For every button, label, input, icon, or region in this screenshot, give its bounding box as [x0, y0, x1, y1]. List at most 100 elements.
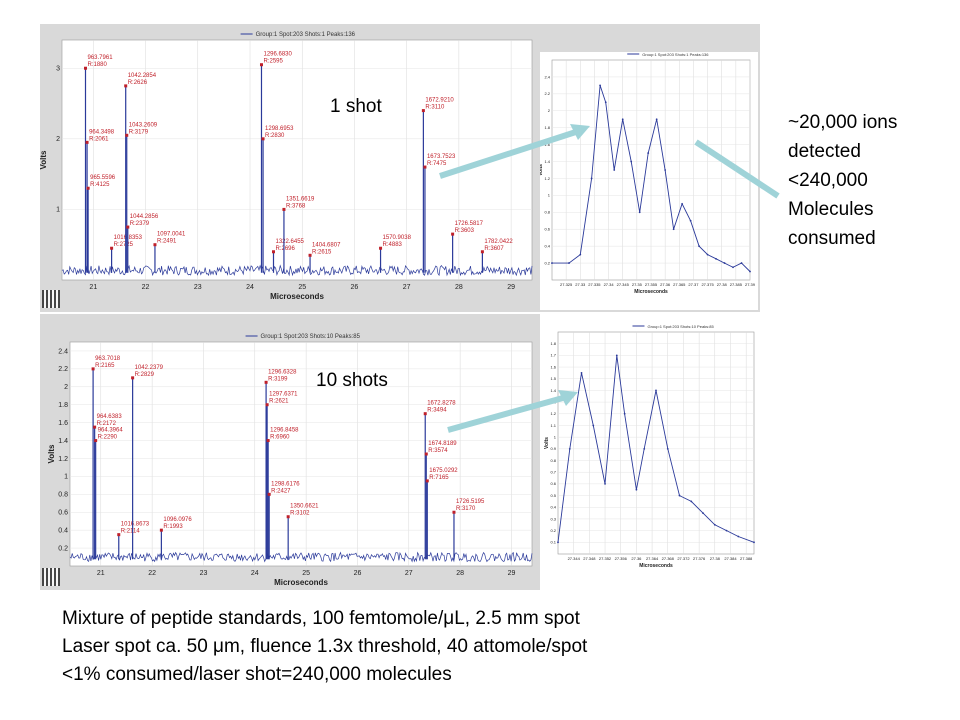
peak-mz-label: 1296.8458: [270, 428, 299, 434]
peak-marker: [126, 225, 130, 229]
y-tick-label: 1: [548, 193, 551, 198]
peak-marker: [272, 250, 275, 254]
y-tick-label: 2: [548, 108, 551, 113]
peak-marker: [159, 528, 163, 532]
peak-resolution-label: R:3574: [428, 448, 448, 454]
peak-resolution-label: R:3170: [456, 506, 476, 512]
peak-resolution-label: R:2427: [271, 488, 291, 494]
peak-marker: [424, 452, 428, 456]
peak-resolution-label: R:2172: [97, 421, 117, 427]
y-tick-label: 1.8: [550, 341, 556, 346]
peak-marker: [84, 66, 87, 70]
peak-mz-label: 1322.6455: [276, 239, 305, 245]
zoom-panel-10shots: Group:1 Spot:203 Shots:10 Peaks:85 27.344…: [540, 312, 760, 590]
y-tick-label: 0.8: [544, 210, 550, 215]
x-tick-label: 27.38: [717, 282, 728, 287]
peak-marker: [85, 140, 89, 144]
peak-resolution-label: R:1993: [163, 524, 183, 530]
plot-area: [557, 331, 755, 555]
series-point: [613, 169, 616, 171]
x-tick-label: 27.364: [646, 556, 659, 561]
peak-marker: [480, 250, 484, 254]
x-tick-label: 23: [200, 570, 208, 577]
peak-mz-label: 1726.5195: [456, 499, 485, 505]
y-tick-label: 0.1: [550, 540, 556, 545]
y-tick-label: 2.2: [58, 366, 68, 373]
series-point: [723, 262, 726, 264]
ions-line-3: <240,000: [788, 170, 868, 191]
ions-line-2: detected: [788, 141, 861, 162]
x-tick-label: 27.376: [693, 556, 706, 561]
series-point: [615, 354, 618, 357]
x-tick-label: 27: [405, 570, 413, 577]
y-tick-label: 1.8: [58, 402, 68, 409]
ions-line-5: consumed: [788, 228, 876, 249]
series-point: [638, 211, 641, 214]
series-point: [643, 447, 646, 450]
peak-mz-label: 1298.6176: [271, 481, 300, 487]
peak-resolution-label: R:3768: [286, 203, 306, 209]
peak-resolution-label: R:1880: [88, 62, 108, 68]
x-tick-label: 24: [246, 284, 254, 291]
peak-marker: [267, 492, 271, 496]
y-tick-label: 1.8: [544, 125, 550, 130]
y-tick-label: 0.7: [550, 470, 556, 475]
peak-resolution-label: R:3607: [484, 246, 504, 252]
series-point: [681, 202, 684, 205]
peak-mz-label: 1404.6807: [312, 242, 341, 248]
series-point: [557, 541, 559, 544]
y-tick-label: 0.2: [544, 260, 550, 265]
series-point: [740, 262, 743, 264]
x-tick-label: 27.33: [575, 282, 586, 287]
peak-resolution-label: R:7165: [429, 475, 449, 481]
x-tick-label: 25: [298, 284, 306, 291]
peak-mz-label: 1044.2856: [130, 214, 159, 220]
x-tick-label: 27.345: [617, 282, 630, 287]
peak-mz-label: 1350.6621: [290, 504, 319, 510]
peak-resolution-label: R:3603: [455, 228, 475, 234]
series-point: [690, 500, 693, 503]
series-point: [737, 535, 740, 538]
x-tick-label: 26: [351, 284, 359, 291]
series-point: [698, 245, 700, 248]
caption-line-3: <1% consumed/laser shot=240,000 molecule…: [62, 664, 452, 685]
peak-resolution-label: R:2626: [128, 80, 148, 86]
peak-resolution-label: R:2829: [135, 372, 155, 378]
y-tick-label: 1: [554, 434, 557, 439]
series-point: [702, 512, 704, 515]
peak-marker: [259, 63, 263, 67]
x-tick-label: 26: [354, 570, 362, 577]
peak-marker: [425, 479, 429, 483]
peak-marker: [451, 232, 455, 236]
x-tick-label: 27.384: [724, 556, 737, 561]
x-tick-label: 27.38: [710, 556, 721, 561]
peak-mz-label: 1296.6328: [268, 369, 297, 375]
y-tick-label: 0.2: [58, 545, 68, 552]
y-tick-label: 1.2: [544, 176, 550, 181]
peak-marker: [93, 425, 97, 429]
ions-annotation: ~20,000 ions detected <240,000 Molecules…: [788, 108, 958, 253]
peak-mz-label: 1297.6371: [269, 392, 298, 398]
x-tick-label: 28: [456, 570, 464, 577]
y-tick-label: 1.6: [544, 142, 550, 147]
series-point: [655, 389, 657, 392]
plot-area: [69, 341, 533, 567]
y-tick-label: 0.8: [58, 492, 68, 499]
y-tick-label: 2: [64, 384, 68, 391]
peak-mz-label: 1674.8189: [428, 441, 457, 447]
series-point: [732, 266, 734, 269]
peak-mz-label: 1296.6830: [263, 52, 292, 58]
y-tick-label: 1.4: [550, 388, 556, 393]
peak-marker: [131, 376, 135, 380]
peak-resolution-label: R:3110: [425, 105, 445, 111]
legend-label: Group:1 Spot:203 Shots:1 Peaks:136: [642, 52, 709, 57]
baseline-trace: [61, 264, 533, 277]
peak-marker: [421, 109, 425, 113]
x-tick-label: 27.36: [631, 556, 642, 561]
x-tick-label: 27.344: [568, 556, 581, 561]
peak-mz-label: 964.6383: [97, 414, 123, 420]
y-tick-label: 2: [56, 136, 60, 143]
peak-marker: [261, 137, 265, 141]
x-tick-label: 27.356: [615, 556, 628, 561]
series-point: [678, 494, 681, 497]
